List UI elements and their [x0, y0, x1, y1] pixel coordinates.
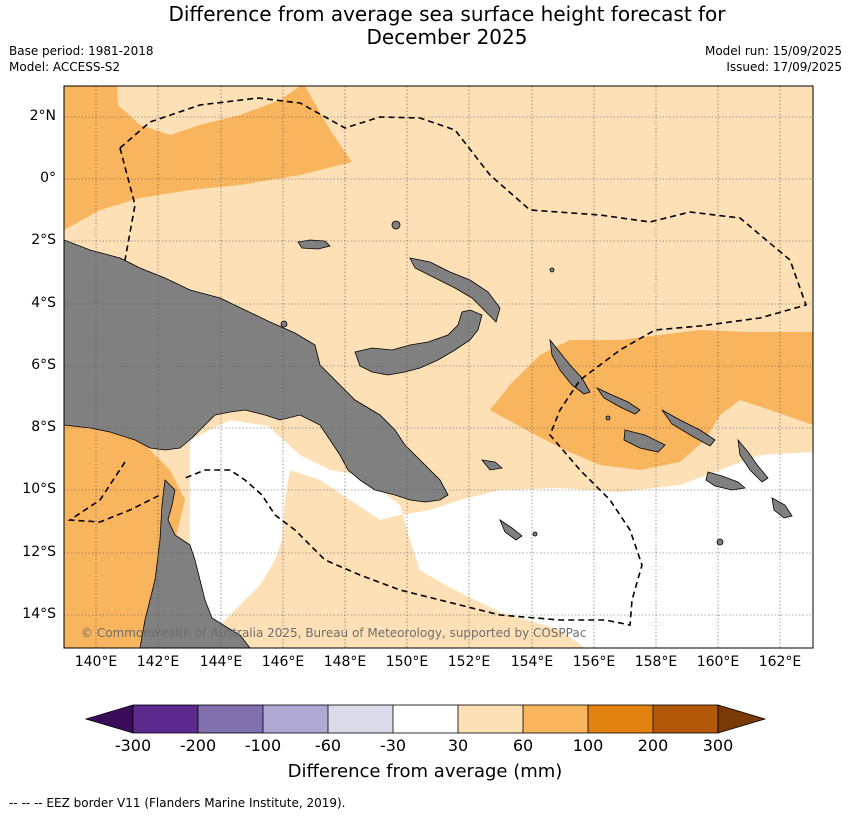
issued-date: Issued: 17/09/2025	[726, 60, 842, 74]
lat-label: 2°N	[29, 108, 56, 124]
lon-label: 152°E	[447, 654, 491, 670]
copyright-notice: © Commonwealth of Australia 2025, Bureau…	[81, 626, 587, 640]
colorbar-bin	[523, 705, 588, 733]
colorbar-tick-label: -60	[314, 736, 342, 755]
region-60-100-north	[64, 86, 352, 230]
land-islet	[716, 538, 724, 546]
land-islet	[549, 267, 555, 273]
colorbar-tick-label: -200	[179, 736, 217, 755]
colorbar-title: Difference from average (mm)	[287, 761, 563, 782]
lon-label: 142°E	[136, 654, 180, 670]
lat-label: 6°S	[31, 357, 56, 373]
colorbar-bin	[393, 705, 458, 733]
title-line-2: December 2025	[366, 25, 528, 49]
map-title: Difference from average sea surface heig…	[0, 3, 850, 49]
colorbar-tick-label: 200	[637, 736, 669, 755]
region-neutral-south	[190, 420, 813, 648]
eez-borders	[67, 97, 808, 626]
lon-label: 150°E	[385, 654, 429, 670]
map-frame	[63, 85, 814, 649]
lon-label: 144°E	[199, 654, 243, 670]
land-new-guinea	[64, 239, 449, 503]
lat-label: 4°S	[31, 295, 56, 311]
colorbar-tick-label: 100	[572, 736, 604, 755]
land-new-britain	[354, 309, 483, 376]
land-manus	[297, 239, 331, 250]
colorbar-tick-label: 30	[447, 736, 469, 755]
colorbar-bin	[198, 705, 263, 733]
lon-label: 154°E	[510, 654, 554, 670]
land-cape-york	[139, 479, 251, 648]
colorbar-bin	[263, 705, 328, 733]
land-islet	[280, 320, 288, 328]
lon-label: 160°E	[696, 654, 740, 670]
lon-label: 156°E	[572, 654, 616, 670]
lat-label: 12°S	[22, 544, 56, 560]
meta-left: Base period: 1981-2018 Model: ACCESS-S2	[9, 43, 154, 75]
colorbar-bin	[328, 705, 393, 733]
colorbar-extend-high	[717, 704, 767, 734]
land-bougainville	[549, 338, 591, 395]
lon-label: 140°E	[74, 654, 118, 670]
land-choiseul	[595, 387, 641, 415]
grid-lines	[64, 86, 813, 648]
lon-label: 162°E	[758, 654, 802, 670]
eez-footnote: -- -- -- EEZ border V11 (Flanders Marine…	[9, 796, 346, 810]
region-60-100-east	[490, 330, 813, 470]
land-islet	[532, 531, 538, 537]
land-islet	[391, 220, 401, 230]
lat-label: 2°S	[31, 232, 56, 248]
colorbar-frame	[132, 704, 719, 734]
colorbar-tick-label: -100	[244, 736, 282, 755]
map-plot-area	[64, 86, 813, 648]
colorbar-tick-label: 60	[512, 736, 534, 755]
colorbar-tick-label: -30	[379, 736, 407, 755]
colorbar-bin	[588, 705, 653, 733]
colorbar-bin	[653, 705, 718, 733]
land-louisiade	[499, 518, 523, 541]
model-run: Model run: 15/09/2025	[704, 44, 842, 58]
colorbar-bin	[133, 705, 198, 733]
land-espiritu	[771, 497, 793, 519]
lat-label: 10°S	[22, 481, 56, 497]
lat-label: 14°S	[22, 606, 56, 622]
colorbar-extend-low	[84, 704, 134, 734]
lon-label: 148°E	[323, 654, 367, 670]
land-makira	[705, 471, 746, 491]
colorbar	[84, 704, 767, 734]
colorbar-tick-label: -300	[114, 736, 152, 755]
meta-right: Model run: 15/09/2025 Issued: 17/09/2025	[705, 43, 842, 75]
land-malaita	[737, 438, 769, 483]
title-line-1: Difference from average sea surface heig…	[168, 2, 726, 26]
land-new-ireland	[409, 257, 501, 323]
colorbar-tick-label: 300	[702, 736, 734, 755]
lon-label: 146°E	[261, 654, 305, 670]
colorbar-bin	[458, 705, 523, 733]
model-name: Model: ACCESS-S2	[9, 60, 121, 74]
lon-label: 158°E	[634, 654, 678, 670]
land-dentrecasteaux	[481, 459, 503, 471]
lat-label: 0°	[40, 170, 56, 186]
base-period: Base period: 1981-2018	[9, 44, 154, 58]
land-guadalcanal	[623, 429, 666, 453]
lat-label: 8°S	[31, 419, 56, 435]
land-islet	[605, 415, 611, 421]
